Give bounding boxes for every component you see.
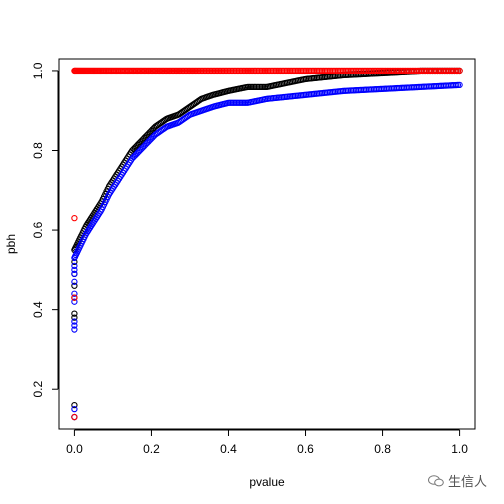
point-series-1-outlier [71, 326, 78, 333]
point-series-1-outlier [71, 270, 78, 277]
y-axis: 0.2 0.4 0.6 0.8 1.0 [31, 62, 59, 398]
x-tick-label: 0.0 [66, 442, 83, 456]
x-tick-label: 0.2 [143, 442, 160, 456]
point-series-1-outlier [71, 290, 78, 297]
y-tick-label: 0.2 [31, 381, 45, 398]
y-tick-label: 0.4 [31, 301, 45, 318]
wechat-icon [428, 474, 444, 486]
point-series-0-outlier [71, 314, 78, 321]
point-series-0-outlier [71, 310, 78, 317]
point-series-2 [456, 67, 463, 75]
x-tick-label: 0.8 [374, 442, 391, 456]
point-series-1 [456, 81, 463, 89]
point-series-0-outlier [71, 282, 78, 289]
y-tick-label: 0.6 [31, 221, 45, 238]
point-series-1-outlier [71, 318, 78, 325]
watermark: 生信人 [428, 471, 487, 490]
x-axis: 0.0 0.2 0.4 0.6 0.8 1.0 [66, 429, 468, 456]
y-tick-label: 1.0 [31, 62, 45, 79]
watermark-text: 生信人 [448, 475, 488, 490]
point-series-1-outlier [71, 266, 78, 274]
x-tick-label: 0.4 [220, 442, 237, 456]
data-points [71, 67, 463, 421]
point-series-1-outlier [71, 278, 78, 285]
y-axis-title: pbh [4, 234, 18, 254]
x-axis-title: pvalue [249, 475, 285, 489]
x-tick-label: 0.6 [297, 442, 314, 456]
plot-frame [58, 58, 476, 430]
point-series-1-outlier [71, 298, 78, 305]
y-tick-label: 0.8 [31, 142, 45, 159]
point-series-2-outlier [71, 413, 78, 421]
point-series-2-outlier [71, 214, 78, 222]
point-series-1-outlier [71, 262, 78, 270]
point-series-2-outlier [71, 294, 78, 301]
point-series-0-outlier [71, 401, 78, 409]
point-series-1-outlier [71, 405, 78, 413]
point-series-1-outlier [71, 322, 78, 329]
x-tick-label: 1.0 [451, 442, 468, 456]
